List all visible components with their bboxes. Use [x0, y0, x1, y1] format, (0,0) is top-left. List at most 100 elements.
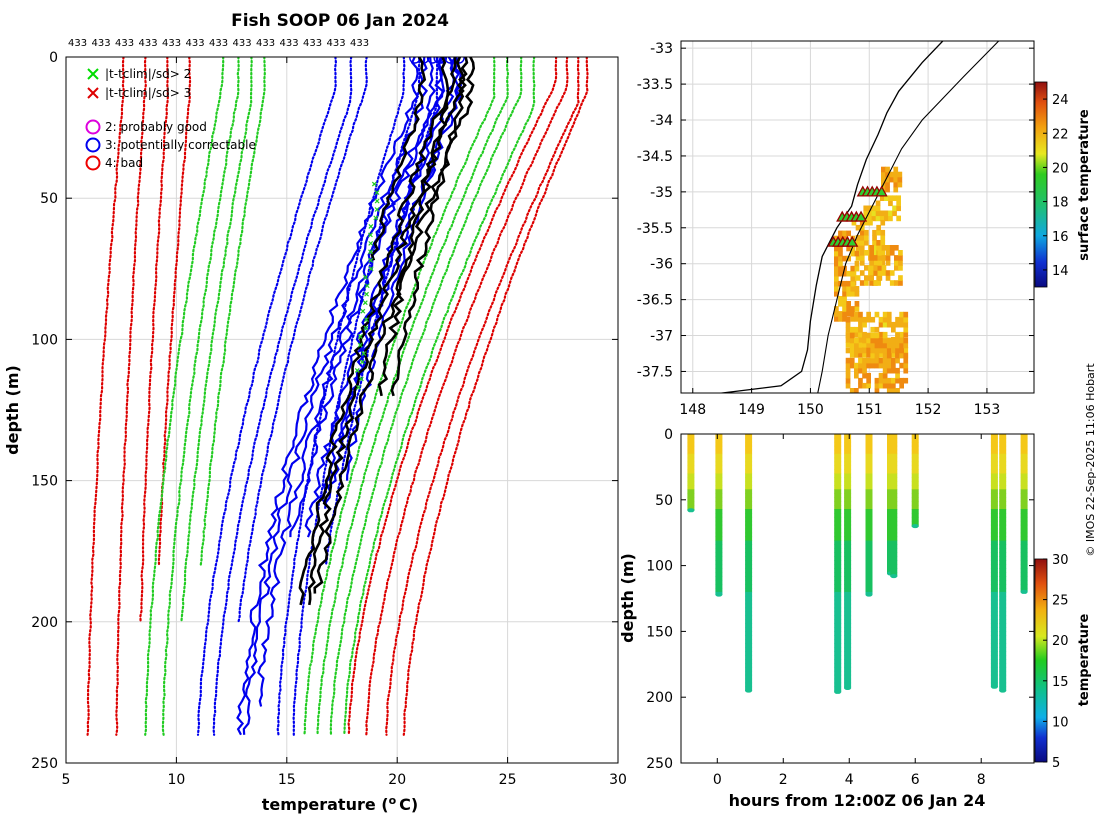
lat-tick-label: -33.5	[637, 77, 673, 93]
sst-pixel	[850, 280, 856, 287]
sst-pixel	[864, 235, 869, 241]
y-tick-label: 250	[31, 756, 58, 772]
sst-pixel	[885, 255, 891, 261]
drop-segment	[844, 485, 852, 490]
sst-pixel	[855, 240, 861, 246]
drop-segment	[834, 619, 842, 624]
drop-segment	[999, 670, 1007, 676]
colorbar-tick-label: 24	[1052, 93, 1069, 108]
sst-pixel	[870, 316, 876, 323]
drop-segment	[715, 505, 723, 510]
lat-tick-label: -35	[650, 185, 673, 201]
sst-pixel	[878, 362, 884, 369]
sst-pixel	[854, 388, 859, 393]
drop-segment	[990, 544, 998, 549]
drop-segment	[715, 548, 723, 553]
drop-segment	[911, 501, 919, 506]
drop-segment	[834, 670, 842, 676]
sst-pixel	[899, 316, 904, 323]
sst-colorbar-ticks: 14 16 18 20 22 24	[1043, 93, 1069, 279]
drop-segment	[834, 568, 842, 573]
drop-segment	[834, 457, 842, 463]
sst-pixel	[850, 245, 856, 252]
sst-pixel	[834, 260, 839, 267]
drop-segment	[1020, 481, 1028, 486]
drop-segment	[745, 465, 753, 470]
sst-pixel	[878, 357, 884, 364]
drop-segment	[834, 434, 842, 439]
sst-pixel	[882, 321, 888, 328]
drop-segment	[1020, 469, 1028, 474]
lat-tick-label: -37	[650, 329, 673, 345]
drop-segment	[999, 647, 1007, 652]
sst-pixel	[855, 275, 861, 281]
sst-pixel	[859, 255, 865, 261]
drop-segment	[834, 461, 842, 466]
sst-pixel	[858, 316, 863, 323]
drop-segment	[745, 639, 753, 644]
sst-pixel	[849, 357, 855, 364]
sst-pixel	[898, 280, 903, 286]
drop-segment	[844, 619, 852, 624]
sst-pixel	[895, 377, 900, 384]
drop-segment	[999, 497, 1007, 502]
sst-pixel	[855, 235, 861, 241]
sst-pixel	[881, 171, 886, 178]
drop-segment	[911, 509, 919, 514]
sst-pixel	[862, 342, 867, 348]
count-labels: 433 433 433 433 433 433 433 433 433 433 433 433 433	[68, 38, 369, 49]
sst-pixel	[886, 357, 892, 364]
drop-segment	[687, 445, 695, 451]
drop-segment	[745, 599, 753, 605]
sst-pixel	[838, 255, 843, 262]
legend-label: |t-tclim|/sd> 3	[105, 86, 191, 100]
sst-pixel	[896, 200, 901, 207]
sst-pixel	[858, 331, 863, 338]
plot-frame	[65, 56, 619, 764]
sst-pixel	[850, 316, 856, 322]
drop-segment	[844, 453, 852, 459]
drop-segment	[687, 481, 695, 486]
drop-segment	[999, 532, 1007, 538]
sst-pixel	[888, 195, 893, 201]
sst-pixel	[880, 235, 886, 241]
drop-segment	[990, 560, 998, 565]
drop-segment	[844, 603, 852, 609]
sst-pixel	[855, 255, 861, 261]
drop-segment	[990, 528, 998, 534]
sst-pixel	[870, 362, 876, 369]
drop-segment	[890, 544, 898, 549]
lon-tick-label: 152	[915, 402, 942, 418]
depth-tick-label: 100	[646, 559, 673, 575]
drop-segment	[745, 588, 753, 593]
y-tick-label: 150	[31, 474, 58, 490]
sst-pixel	[880, 219, 886, 226]
drop-segment	[1020, 445, 1028, 451]
count-label: 433	[162, 38, 181, 49]
sst-pixel	[886, 362, 892, 369]
sst-pixel	[864, 250, 869, 256]
drop-segment	[844, 477, 852, 482]
legend-label: 3: potentially correctable	[105, 138, 256, 152]
sst-pixel	[838, 245, 843, 252]
climatology-line	[402, 57, 589, 736]
drop-segment	[745, 473, 753, 478]
drop-segment	[1020, 437, 1028, 443]
sst-pixel	[885, 270, 891, 276]
legend-circle-marker	[85, 119, 101, 135]
drop-segment	[999, 595, 1007, 601]
drop-segment	[1020, 441, 1028, 447]
sst-pixel	[878, 372, 884, 379]
sst-pixel	[885, 166, 890, 173]
sst-pixel	[849, 388, 855, 393]
sst-pixel	[880, 260, 886, 266]
drop-segment	[990, 524, 998, 530]
sst-pixel	[854, 301, 860, 307]
map-content	[716, 41, 1000, 393]
drop-segment	[745, 643, 753, 648]
colorbar-tick-label: 15	[1052, 675, 1069, 690]
drop-segment	[834, 682, 842, 688]
sst-pixel	[838, 235, 843, 242]
sst-pixel	[854, 311, 859, 318]
drop-segment	[745, 564, 753, 569]
